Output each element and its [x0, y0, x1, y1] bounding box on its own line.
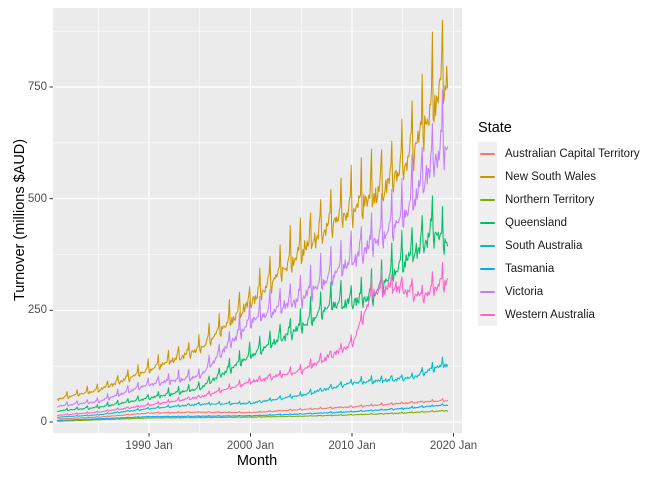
legend-label: New South Wales [505, 170, 596, 183]
series-line-tasmania [57, 403, 449, 422]
y-tick-label: 0 [40, 416, 47, 428]
y-tick-label: 500 [27, 192, 47, 205]
y-tick-label: 750 [27, 80, 47, 93]
legend-key-line [480, 290, 495, 293]
series-line-australian-capital-territory [57, 398, 449, 420]
legend-key-line [480, 221, 495, 224]
legend-key-line [480, 175, 495, 178]
legend-key-swatch [478, 211, 497, 234]
legend-label: Australian Capital Territory [505, 147, 640, 160]
legend-key-swatch [478, 303, 497, 326]
legend-item-northern-territory: Northern Territory [478, 188, 640, 211]
x-tick-label: 2010 Jan [328, 440, 376, 452]
plot-panel [53, 8, 462, 433]
legend-item-tasmania: Tasmania [478, 257, 640, 280]
legend-item-queensland: Queensland [478, 211, 640, 234]
legend-item-new-south-wales: New South Wales [478, 165, 640, 188]
legend-item-australian-capital-territory: Australian Capital Territory [478, 142, 640, 165]
legend-label: Queensland [505, 216, 568, 229]
legend-key-line [480, 313, 495, 316]
legend-key-swatch [478, 280, 497, 303]
legend-key-swatch [478, 142, 497, 165]
legend-key-swatch [478, 188, 497, 211]
legend-label: Western Australia [505, 308, 595, 321]
legend-label: South Australia [505, 239, 583, 252]
y-tick-label: 250 [27, 304, 47, 317]
legend-item-western-australia: Western Australia [478, 303, 640, 326]
legend-title: State [478, 120, 512, 136]
series-line-northern-territory [57, 409, 449, 422]
legend-label: Northern Territory [505, 193, 595, 206]
x-tick-label: 1990 Jan [125, 440, 173, 452]
legend-label: Victoria [505, 285, 544, 298]
legend-key-line [480, 267, 495, 270]
legend-items: Australian Capital Territory New South Wa… [478, 142, 640, 326]
legend-label: Tasmania [505, 262, 555, 275]
series-line-new-south-wales [57, 19, 449, 402]
x-tick-label: 2000 Jan [226, 440, 275, 452]
legend-key-line [480, 152, 495, 155]
legend-item-south-australia: South Australia [478, 234, 640, 257]
series-line-western-australia [57, 262, 449, 416]
y-axis-title: Turnover (millions $AUD) [12, 138, 28, 302]
legend-key-line [480, 244, 495, 247]
series-line-victoria [57, 89, 449, 408]
legend-key-line [480, 198, 495, 201]
x-axis-title: Month [236, 453, 278, 469]
x-tick-label: 2020 Jan [429, 440, 478, 452]
legend-key-swatch [478, 165, 497, 188]
legend-key-swatch [478, 257, 497, 280]
legend-item-victoria: Victoria [478, 280, 640, 303]
series-line-south-australia [57, 356, 449, 418]
legend-key-swatch [478, 234, 497, 257]
